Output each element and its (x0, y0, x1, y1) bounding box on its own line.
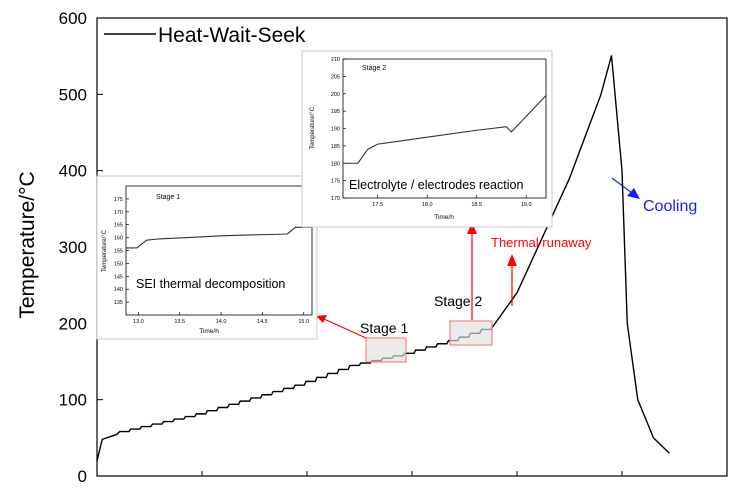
y-axis-label: Temperature/°C (16, 171, 39, 318)
y-tick-label: 600 (59, 9, 87, 28)
inset2-xlabel: Time/h (434, 214, 454, 221)
y-tick-label: 0 (78, 467, 87, 486)
inset-x-tick-label: 15.0 (298, 319, 309, 325)
inset-y-tick-label: 185 (331, 144, 340, 150)
y-axis-ticks: 0 100 200 300 400 500 600 (59, 9, 103, 486)
inset1-series-line (126, 226, 312, 249)
inset-x-tick-label: 14.5 (257, 319, 268, 325)
inset-y-tick-label: 160 (114, 236, 123, 242)
inset-y-tick-label: 175 (114, 197, 123, 203)
inset-x-tick-label: 13.0 (133, 319, 144, 325)
y-tick-label: 400 (59, 162, 87, 181)
inset-y-tick-label: 165 (114, 223, 123, 229)
inset1-caption: SEI thermal decomposition (136, 277, 285, 291)
arrow-cooling (611, 177, 640, 199)
arrow-stage1-to-inset (316, 315, 367, 339)
stage2-highlight-box (449, 320, 493, 346)
annotation-stage2: Stage 2 (434, 293, 482, 309)
inset-y-tick-label: 140 (114, 287, 123, 293)
inset1-title: Stage 1 (156, 194, 180, 201)
inset1-panel (96, 175, 318, 340)
inset-y-tick-label: 170 (114, 210, 123, 216)
inset-x-tick-label: 18.5 (471, 202, 482, 208)
inset-x-tick-label: 18.0 (422, 202, 433, 208)
inset2-caption: Electrolyte / electrodes reaction (349, 178, 523, 192)
arrow-thermal-runaway (507, 254, 517, 306)
annotation-stage1: Stage 1 (360, 320, 408, 336)
inset-x-tick-label: 13.5 (174, 319, 185, 325)
inset2-title: Stage 2 (362, 65, 386, 72)
y-tick-label: 300 (59, 238, 87, 257)
inset2-x-ticks: 17.5 18.0 18.5 19.0 (372, 195, 532, 208)
y-tick-label: 100 (59, 391, 87, 410)
inset-y-tick-label: 205 (331, 74, 340, 80)
inset2-ylabel: Temperature/°C (310, 106, 316, 149)
inset-y-tick-label: 210 (331, 57, 340, 63)
x-axis-ticks (96, 471, 728, 476)
inset-y-tick-label: 195 (331, 109, 340, 115)
annotation-cooling: Cooling (643, 198, 697, 215)
inset-y-tick-label: 190 (331, 127, 340, 133)
inset-x-tick-label: 17.5 (372, 202, 383, 208)
inset1-xlabel: Time/h (199, 328, 219, 335)
inset-y-tick-label: 170 (331, 196, 340, 202)
inset1-x-ticks: 13.0 13.5 14.0 14.5 15.0 (133, 312, 309, 325)
inset2-series-line (343, 95, 547, 164)
stage1-highlight-box (365, 337, 407, 363)
inset2-y-ticks: 170 175 180 185 190 195 200 205 210 (331, 57, 346, 202)
inset-y-tick-label: 135 (114, 300, 123, 306)
inset1-y-ticks: 135 140 145 150 155 160 165 170 175 (114, 197, 129, 306)
inset-y-tick-label: 150 (114, 261, 123, 267)
inset-y-tick-label: 155 (114, 249, 123, 255)
inset-y-tick-label: 200 (331, 92, 340, 98)
inset-y-tick-label: 180 (331, 161, 340, 167)
inset-y-tick-label: 175 (331, 179, 340, 185)
annotation-thermal-runaway: Thermal runaway (491, 235, 592, 250)
inset-stage1: 135 140 145 150 155 160 165 170 175 13.0 13.5 14.0… (96, 175, 318, 340)
legend-label: Heat-Wait-Seek (158, 24, 306, 47)
series-line-heat-wait-seek (96, 55, 670, 461)
arrow-stage2-to-inset (467, 222, 477, 320)
inset-y-tick-label: 145 (114, 274, 123, 280)
inset-x-tick-label: 14.0 (216, 319, 227, 325)
y-tick-label: 200 (59, 314, 87, 333)
inset-x-tick-label: 19.0 (521, 202, 532, 208)
inset-stage2: 170 175 180 185 190 195 200 205 210 17.5 18.0 18.5… (301, 50, 553, 228)
y-tick-label: 500 (59, 85, 87, 104)
inset1-ylabel: Temperature/°C (102, 229, 108, 272)
